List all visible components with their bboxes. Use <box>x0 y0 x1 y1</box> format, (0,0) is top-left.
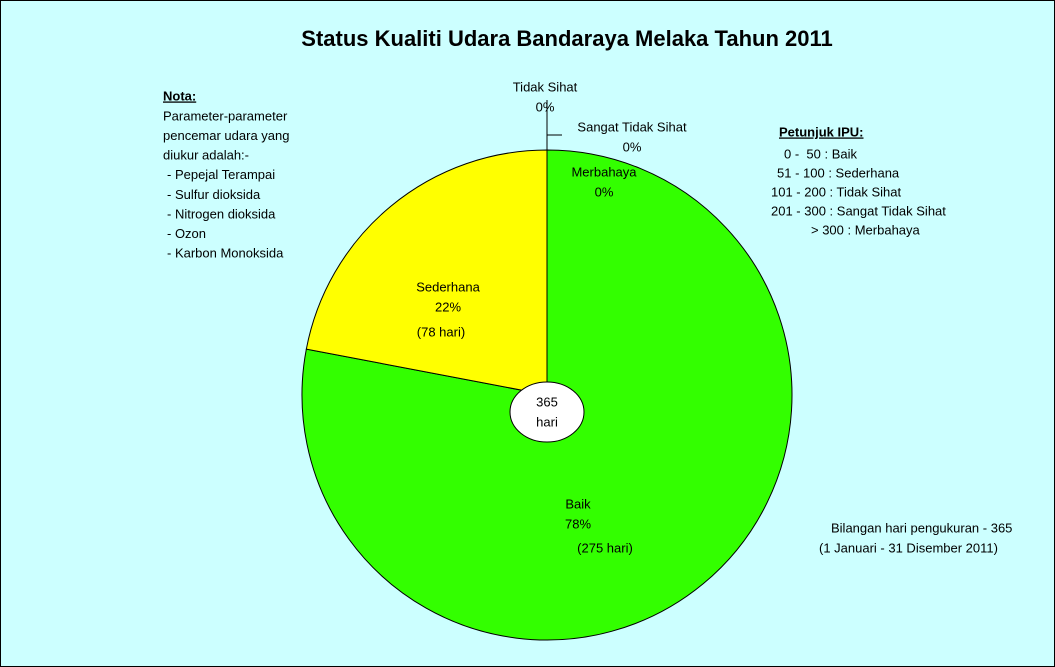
nota-line: Parameter-parameter <box>163 108 288 123</box>
nota-heading: Nota: <box>163 88 196 103</box>
nota-line: pencemar udara yang <box>163 128 289 143</box>
nota-line: diukur adalah:- <box>163 148 249 163</box>
slice-label: Tidak Sihat <box>513 79 578 94</box>
slice-value-label: 22% <box>435 299 461 314</box>
slice-value-label: 78% <box>565 516 591 531</box>
slice-value-label: 0% <box>536 99 555 114</box>
pie-slice <box>305 149 548 396</box>
slice-value-label: 0% <box>595 184 614 199</box>
center-hole <box>509 381 585 443</box>
nota-line: - Pepejal Terampai <box>167 167 275 182</box>
petunjuk-line: 0 - 50 : Baik <box>784 146 857 161</box>
chart-title: Status Kualiti Udara Bandaraya Melaka Ta… <box>301 26 832 51</box>
center-label: 365 <box>536 394 558 409</box>
slice-value-label: 0% <box>623 139 642 154</box>
petunjuk-line: 51 - 100 : Sederhana <box>777 165 900 180</box>
slice-label: Merbahaya <box>571 164 637 179</box>
day-label: (78 hari) <box>417 324 465 339</box>
nota-line: - Ozon <box>167 226 206 241</box>
petunjuk-heading: Petunjuk IPU: <box>779 124 864 139</box>
slice-label: Sederhana <box>416 279 480 294</box>
footnote: Bilangan hari pengukuran - 365 <box>831 520 1012 535</box>
nota-line: - Nitrogen dioksida <box>167 206 276 221</box>
petunjuk-line: 101 - 200 : Tidak Sihat <box>771 184 901 199</box>
petunjuk-line: 201 - 300 : Sangat Tidak Sihat <box>771 203 946 218</box>
footnote: (1 Januari - 31 Disember 2011) <box>819 540 998 555</box>
petunjuk-line: > 300 : Merbahaya <box>811 222 921 237</box>
nota-line: - Sulfur dioksida <box>167 187 261 202</box>
nota-line: - Karbon Monoksida <box>167 246 284 261</box>
center-label: hari <box>536 414 558 429</box>
slice-label: Sangat Tidak Sihat <box>577 119 687 134</box>
slice-label: Baik <box>565 496 591 511</box>
day-label: (275 hari) <box>577 540 633 555</box>
